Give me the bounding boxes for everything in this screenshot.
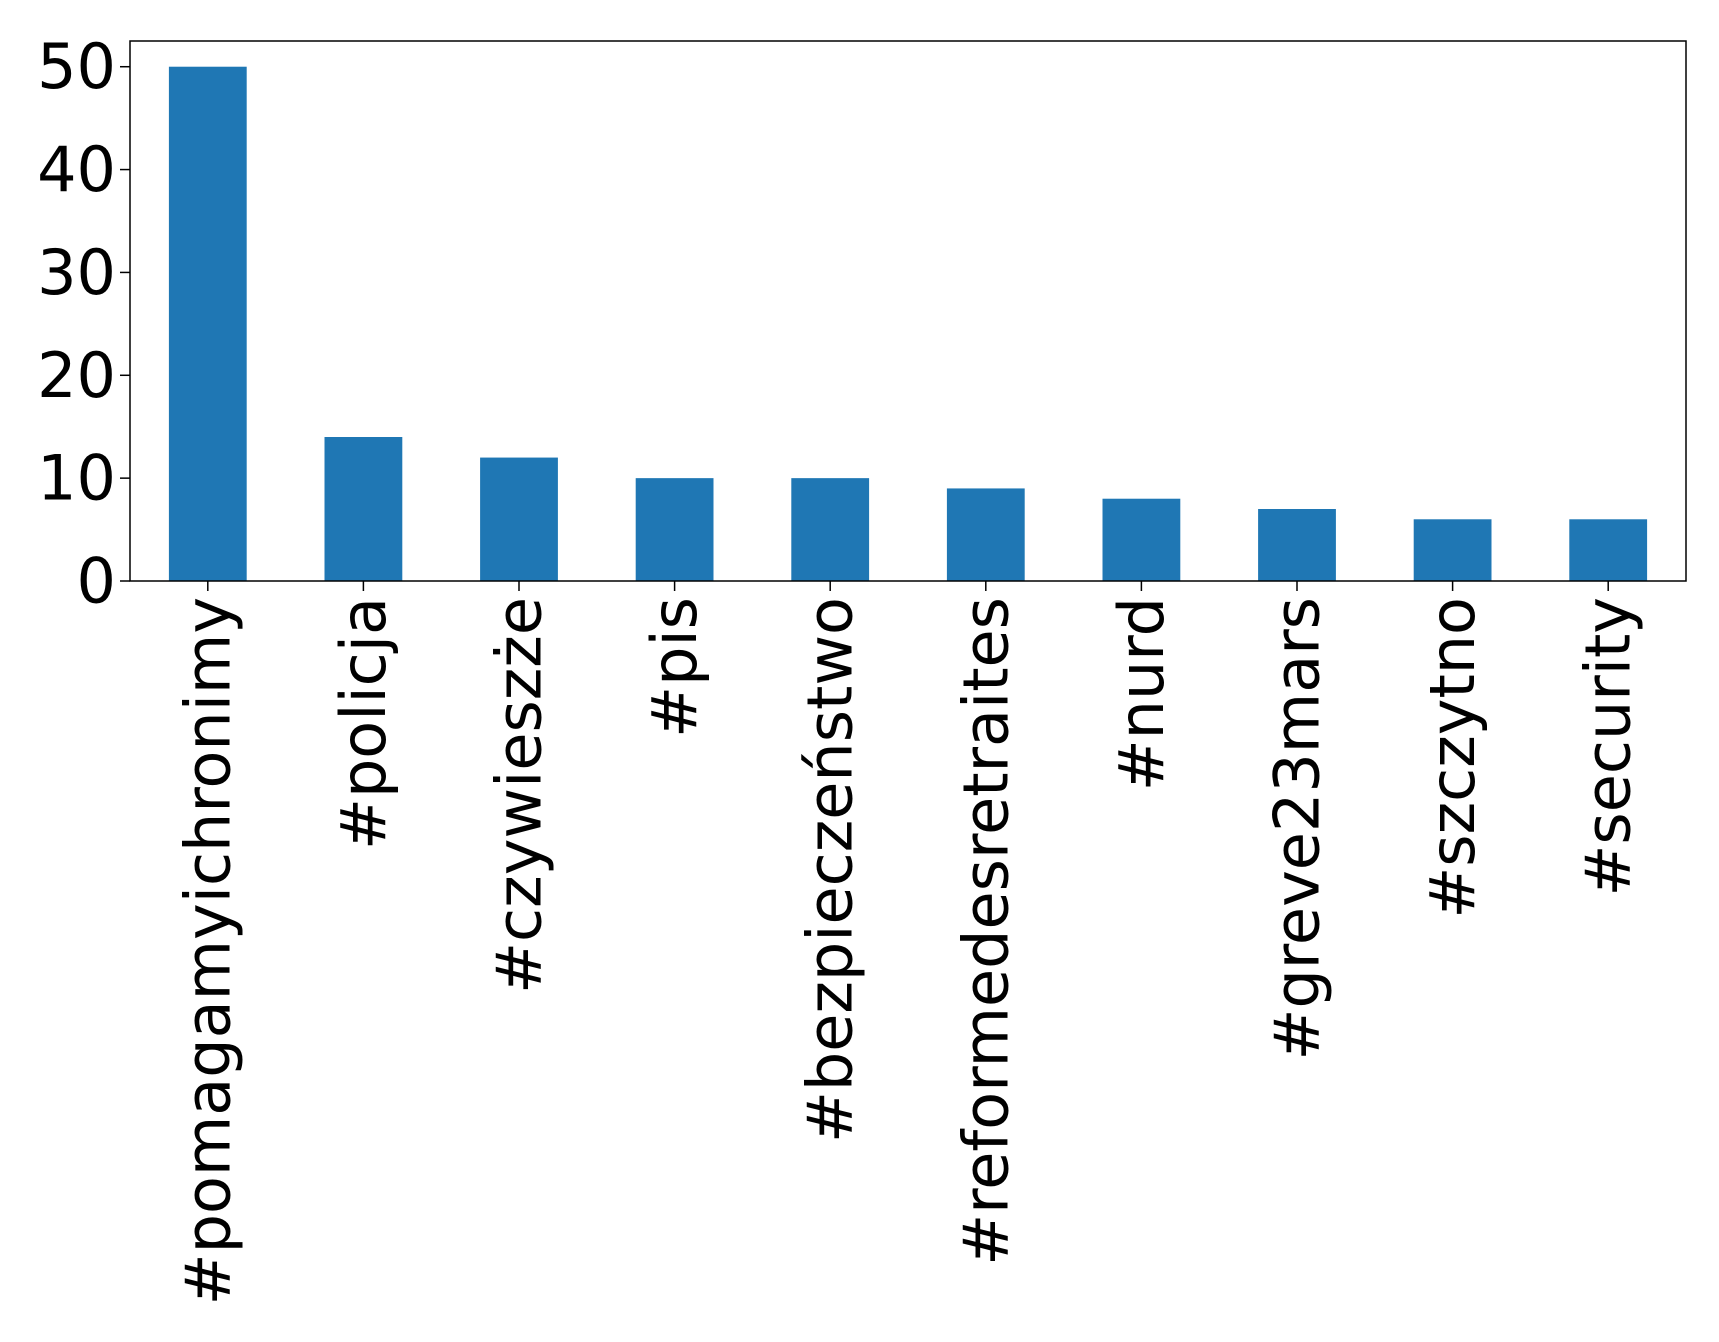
x-category-label: #policja xyxy=(327,597,400,850)
y-tick-label: 40 xyxy=(37,133,116,206)
bar-pomagamyichronimy xyxy=(168,66,247,581)
x-category-label: #pis xyxy=(638,597,711,738)
bar-pis xyxy=(635,478,714,581)
x-category-label: #bezpieczeństwo xyxy=(794,597,867,1143)
bar-policja xyxy=(324,437,403,581)
bar-nurd xyxy=(1102,498,1181,581)
y-tick-label: 0 xyxy=(77,545,116,618)
x-category-label: #pomagamyichronimy xyxy=(171,597,244,1305)
y-tick-label: 50 xyxy=(37,30,116,103)
bar-bezpieczeństwo xyxy=(791,478,870,581)
bar-czywieszże xyxy=(480,457,558,581)
plot-frame xyxy=(129,40,1687,582)
bars-layer xyxy=(168,66,1648,581)
x-category-label: #reformedesretraites xyxy=(949,597,1022,1266)
bar-security xyxy=(1569,519,1648,581)
x-category-label: #szczytno xyxy=(1416,597,1489,919)
bar-greve23mars xyxy=(1258,509,1336,581)
x-category-label: #nurd xyxy=(1105,597,1178,791)
bar-reformedesretraites xyxy=(946,488,1025,581)
x-category-label: #security xyxy=(1572,597,1645,897)
x-axis: #pomagamyichronimy #policja #czywieszże #pi… xyxy=(171,581,1645,1305)
y-tick-label: 20 xyxy=(37,339,116,412)
bar-szczytno xyxy=(1413,519,1492,581)
y-axis: 0 10 20 30 40 50 xyxy=(37,30,130,618)
y-tick-label: 30 xyxy=(37,236,116,309)
x-category-label: #greve23mars xyxy=(1261,597,1334,1061)
x-category-label: #czywieszże xyxy=(483,597,556,994)
y-tick-label: 10 xyxy=(37,442,116,515)
